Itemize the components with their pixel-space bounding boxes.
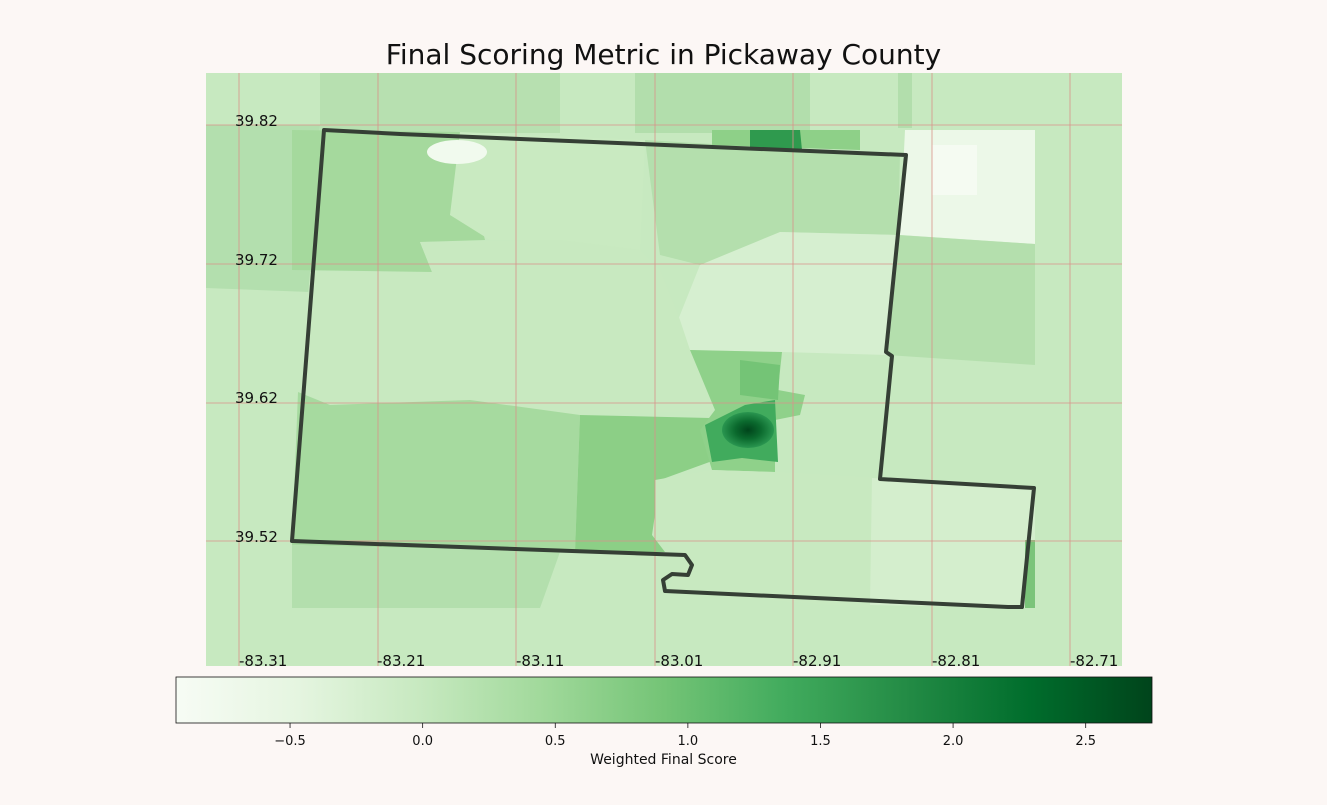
map-region xyxy=(898,73,912,128)
lon-tick-label: -83.31 xyxy=(239,652,287,670)
map-region xyxy=(292,545,560,608)
map-region xyxy=(1025,540,1035,608)
colorbar-tick-label: −0.5 xyxy=(274,734,306,749)
map-region xyxy=(292,392,580,552)
lat-tick-label: 39.62 xyxy=(235,389,278,407)
map-region xyxy=(292,130,485,272)
lon-tick-label: -82.81 xyxy=(932,652,980,670)
lat-tick-label: 39.72 xyxy=(235,251,278,269)
map-region xyxy=(932,145,977,195)
colorbar-gradient xyxy=(175,676,1153,724)
colorbar-tick-label: 2.5 xyxy=(1075,734,1096,749)
lon-tick-label: -83.11 xyxy=(516,652,564,670)
county-boundary xyxy=(290,128,1036,609)
lon-tick-label: -82.71 xyxy=(1070,652,1118,670)
map-region xyxy=(635,73,810,133)
map-region xyxy=(750,130,802,150)
map-region xyxy=(740,360,780,400)
choropleth-map xyxy=(206,73,1122,666)
lon-tick-label: -82.91 xyxy=(793,652,841,670)
map-region xyxy=(300,240,720,415)
map-region xyxy=(888,235,1035,365)
lat-tick-label: 39.52 xyxy=(235,528,278,546)
colorbar-tick-label: 1.5 xyxy=(810,734,831,749)
colorbar-label: Weighted Final Score xyxy=(590,752,737,768)
colorbar-ticks: −0.5 0.0 0.5 1.0 1.5 2.0 2.5 xyxy=(274,723,1096,749)
map-region xyxy=(450,132,645,250)
lon-tick-label: -83.01 xyxy=(655,652,703,670)
map-region xyxy=(320,73,560,133)
map-region xyxy=(678,232,898,355)
map-region xyxy=(722,412,774,448)
map-region xyxy=(870,478,1035,608)
colorbar-tick-label: 1.0 xyxy=(678,734,699,749)
map-region xyxy=(655,470,880,608)
colorbar-tick-label: 2.0 xyxy=(943,734,964,749)
map-region xyxy=(206,125,320,292)
lon-tick-label: -83.21 xyxy=(377,652,425,670)
graticule xyxy=(206,73,1122,666)
map-region xyxy=(427,140,487,164)
lat-tick-label: 39.82 xyxy=(235,112,278,130)
map-region xyxy=(575,415,715,552)
colorbar-tick-label: 0.0 xyxy=(412,734,433,749)
map-region xyxy=(645,140,900,265)
colorbar-tick-label: 0.5 xyxy=(545,734,566,749)
colorbar: −0.5 0.0 0.5 1.0 1.5 2.0 2.5 xyxy=(175,676,1153,749)
map-title: Final Scoring Metric in Pickaway County xyxy=(385,38,942,71)
